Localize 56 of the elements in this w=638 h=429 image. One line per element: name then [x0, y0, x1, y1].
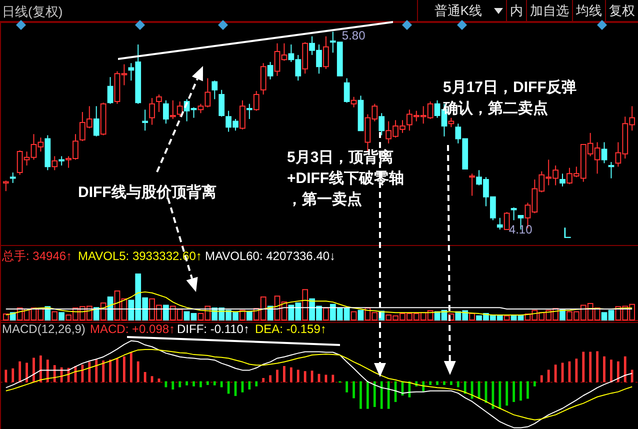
- bar: [58, 312, 65, 320]
- text: DEA: -0.159↑: [255, 322, 326, 336]
- candlestick: [608, 162, 614, 179]
- candlestick: [170, 100, 176, 120]
- candlestick: [156, 94, 162, 112]
- text: MAVOL60: 4207336.40↓: [205, 249, 336, 263]
- candlestick: [142, 109, 148, 132]
- bar: [163, 304, 169, 320]
- candlestick: [107, 76, 114, 104]
- text: 总手: 34946↑: [2, 249, 72, 263]
- annotation: L: [563, 225, 572, 242]
- text: 加自选: [526, 0, 572, 21]
- text: 复权: [605, 0, 638, 21]
- chart-title: 日线(复权): [2, 3, 63, 21]
- candlestick: [378, 112, 385, 136]
- candlestick: [504, 212, 510, 230]
- candlestick: [253, 90, 260, 112]
- candlestick: [267, 61, 274, 80]
- annotation: 5.80: [342, 28, 366, 43]
- text: 普通K线: [417, 0, 506, 21]
- candlestick: [52, 156, 58, 171]
- candlestick: [496, 217, 503, 230]
- candlestick: [149, 98, 155, 126]
- text: DIFF: -0.110↑: [177, 322, 250, 336]
- bar: [246, 311, 252, 320]
- candlestick: [212, 80, 218, 100]
- annotation: 5月17日，DIFF反弹: [443, 79, 576, 96]
- candlestick: [240, 100, 246, 130]
- candlestick: [344, 78, 350, 104]
- annotation: 4.10: [508, 222, 533, 236]
- candlestick: [510, 206, 517, 221]
- text: 均线: [572, 0, 605, 21]
- candlestick: [260, 62, 266, 96]
- candlestick: [601, 142, 608, 164]
- bar: [560, 308, 566, 320]
- candlestick: [176, 101, 183, 118]
- candlestick: [10, 172, 16, 184]
- annotation: ，第一卖点: [287, 191, 362, 208]
- candlestick: [163, 100, 169, 124]
- text: 内: [506, 0, 526, 21]
- candlestick: [560, 173, 566, 187]
- annotation: DIFF线与股价顶背离: [78, 183, 216, 201]
- candlestick: [2, 180, 9, 192]
- candlestick: [218, 89, 225, 118]
- candlestick: [469, 173, 475, 196]
- candlestick: [58, 156, 65, 166]
- candlestick: [246, 103, 252, 120]
- chart-title: MACD(12,26,9): [2, 322, 86, 336]
- candlestick: [350, 96, 357, 108]
- text: MACD: +0.098↑: [90, 322, 176, 336]
- text: MAVOL5: 3933332.60↑: [78, 249, 202, 263]
- candlestick: [323, 36, 329, 70]
- annotation: 5月3日，顶背离: [287, 148, 394, 166]
- bar: [93, 307, 100, 320]
- candlestick: [93, 106, 100, 137]
- bar: [358, 310, 364, 320]
